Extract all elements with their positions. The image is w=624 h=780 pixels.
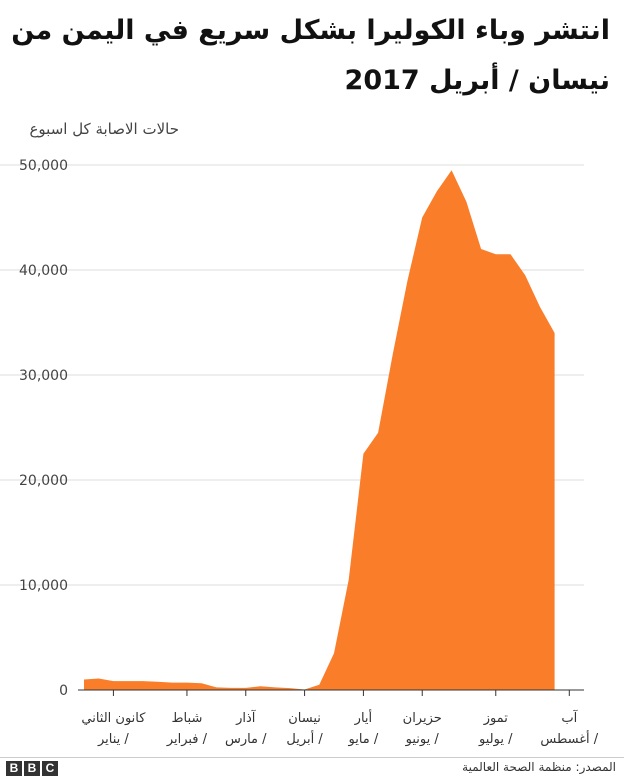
x-tick-label: / فبراير — [166, 732, 208, 747]
area-chart: 0 10,000 20,000 30,000 40,000 50,000 كانون ال… — [0, 158, 599, 747]
x-tick-label: نيسان — [288, 711, 321, 726]
y-axis-label: حالات الاصابة كل اسبوع — [29, 120, 179, 138]
footer-divider — [0, 757, 624, 758]
bbc-logo-letter-2: B — [24, 761, 40, 776]
cholera-cases-area — [84, 170, 555, 691]
source-note: المصدر: منظمة الصحة العالمية — [462, 760, 616, 774]
y-tick-label: 10,000 — [19, 578, 68, 594]
x-tick-label: / يناير — [97, 732, 129, 747]
y-tick-label: 50,000 — [19, 158, 68, 174]
y-tick-labels: 0 10,000 20,000 30,000 40,000 50,000 — [19, 158, 68, 699]
x-tick-label: شباط — [172, 711, 203, 726]
x-tick-label: / مايو — [348, 732, 379, 747]
y-tick-label: 40,000 — [19, 263, 68, 279]
x-tick-label: / أبريل — [286, 730, 323, 747]
y-tick-label: 30,000 — [19, 368, 68, 384]
y-tick-label: 20,000 — [19, 473, 68, 489]
x-tick-labels: كانون الثاني / يناير شباط / فبراير آذار / مار… — [81, 690, 599, 747]
x-tick-label: آب — [561, 709, 578, 726]
x-tick-label: كانون الثاني — [81, 711, 146, 726]
bbc-logo-letter-1: B — [6, 761, 22, 776]
x-tick-label: تموز — [483, 711, 509, 726]
chart-title: انتشر وباء الكوليرا بشكل سريع في اليمن م… — [11, 15, 610, 96]
x-tick-label: / يوليو — [478, 732, 513, 747]
x-tick-label: / يونيو — [405, 732, 440, 747]
x-tick-label: حزيران — [403, 711, 442, 726]
x-tick-label: آذار — [235, 709, 257, 726]
x-tick-label: أيار — [354, 709, 372, 726]
y-tick-label: 0 — [59, 683, 68, 699]
bbc-logo-letter-3: C — [42, 761, 58, 776]
x-tick-label: / أغسطس — [540, 730, 598, 747]
bbc-logo: B B C — [6, 761, 58, 776]
x-tick-label: / مارس — [225, 732, 267, 747]
